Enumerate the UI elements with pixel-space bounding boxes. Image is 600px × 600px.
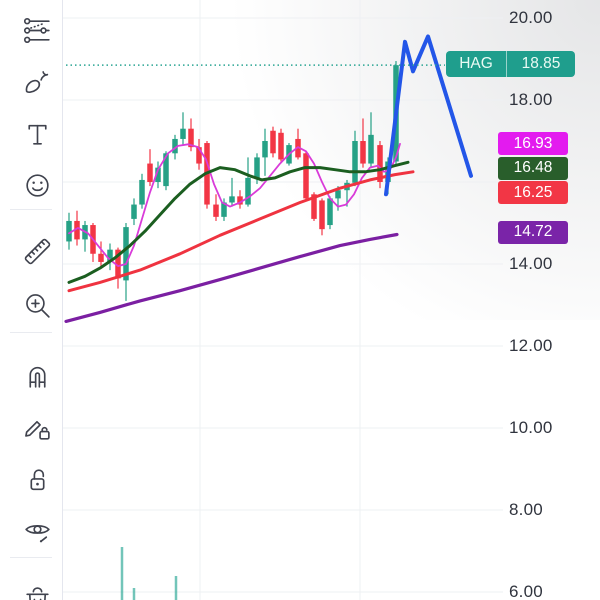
candle-body	[115, 249, 121, 279]
candle-body	[237, 196, 243, 205]
candle-body	[213, 204, 219, 217]
gridlines	[63, 0, 503, 600]
ma-slow-line	[67, 170, 415, 293]
unlock-icon	[29, 468, 45, 490]
moving-averages	[64, 143, 415, 323]
candle-body	[377, 145, 383, 182]
remove-all-drawings-button[interactable]	[14, 577, 60, 600]
candle-body	[98, 253, 104, 262]
drawing-toolbar	[0, 0, 63, 600]
lock-all-drawings-button[interactable]	[14, 457, 60, 503]
candle-body	[155, 167, 161, 182]
emoji-button[interactable]	[14, 162, 60, 208]
toolbar-divider	[10, 557, 52, 558]
user-drawings	[66, 34, 473, 197]
candle-body	[188, 128, 194, 148]
candle-body	[303, 153, 309, 199]
measure-ruler-icon	[24, 238, 50, 264]
candle-body	[254, 157, 260, 178]
volume-bars	[120, 547, 178, 600]
candle-body	[335, 190, 341, 199]
brush-icon	[25, 70, 48, 93]
trend-line-tools-button[interactable]	[14, 7, 60, 53]
emoji-icon	[25, 173, 49, 197]
candle-body	[360, 141, 366, 164]
candle-body	[123, 227, 129, 281]
candle-body	[262, 141, 268, 158]
measure-button[interactable]	[14, 228, 60, 274]
text-tool-icon	[27, 124, 47, 145]
toolbar-divider	[10, 332, 52, 333]
ma-fast-line	[68, 143, 401, 267]
candle-body	[74, 220, 80, 240]
ma-mid-line	[67, 160, 410, 284]
pencil-lock-icon	[24, 420, 50, 440]
volume-bar	[132, 588, 136, 600]
trend-line-tools-icon	[23, 17, 50, 43]
candle-body	[327, 198, 333, 226]
candle-body	[172, 138, 178, 154]
brush-button[interactable]	[14, 59, 60, 105]
candle-body	[319, 200, 325, 230]
candle-body	[147, 163, 153, 182]
candle-body	[131, 204, 137, 219]
candle-body	[66, 220, 72, 242]
candle-body	[368, 134, 374, 164]
zoom-in-icon	[25, 293, 50, 318]
candle-body	[180, 128, 186, 139]
candle-body	[352, 141, 358, 183]
candle-body	[229, 196, 235, 203]
projection-line	[384, 34, 473, 197]
text-tool-button[interactable]	[14, 111, 60, 157]
toolbar-divider	[10, 209, 52, 210]
candle-body	[278, 132, 284, 160]
magnet-snap-button[interactable]	[14, 353, 60, 399]
zoom-in-button[interactable]	[14, 282, 60, 328]
candle-body	[139, 179, 145, 205]
volume-bar	[174, 576, 178, 600]
magnet-icon	[28, 366, 46, 388]
hide-drawings-icon	[24, 524, 50, 542]
stay-in-drawing-mode-button[interactable]	[14, 405, 60, 451]
candle-body	[245, 177, 251, 205]
trash-icon	[25, 586, 49, 600]
candle-body	[311, 194, 317, 219]
volume-bar	[120, 547, 124, 600]
candle-body	[196, 147, 202, 164]
hide-all-drawings-button[interactable]	[14, 508, 60, 554]
candle-body	[107, 249, 113, 262]
candle-body	[221, 202, 227, 217]
candle-body	[270, 130, 276, 154]
ma-slowest-line	[64, 232, 399, 323]
candle-body	[163, 153, 169, 187]
